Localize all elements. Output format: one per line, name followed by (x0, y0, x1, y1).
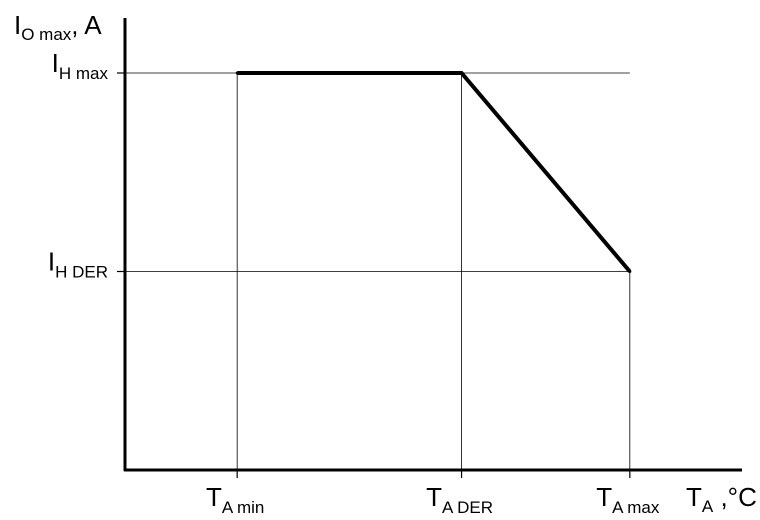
axes (117, 18, 742, 478)
y-tick-label-i_h_max: IH max (52, 48, 109, 83)
y-tick-label-i_h_der: IH DER (48, 247, 108, 282)
tick-labels: TA min TA DER TA max IH max IH DER (48, 48, 660, 517)
curve-point-1 (460, 71, 464, 75)
curve-point-0 (235, 71, 239, 75)
reference-lines (125, 72, 631, 470)
y-axis-title: IO max, A (14, 10, 102, 44)
curve-point-2 (628, 270, 632, 273)
x-tick-label-t_a_min: TA min (206, 482, 264, 517)
derating-curve (237, 71, 632, 273)
x-axis-title: TA ,°C (686, 482, 757, 516)
x-tick-label-t_a_max: TA max (596, 482, 660, 517)
x-tick-label-t_a_der: TA DER (426, 482, 493, 517)
series-layer (235, 71, 632, 273)
